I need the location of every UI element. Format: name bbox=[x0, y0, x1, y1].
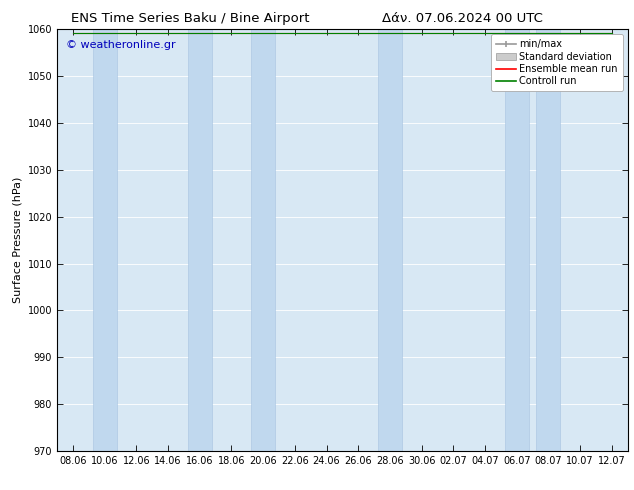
Text: ENS Time Series Baku / Bine Airport: ENS Time Series Baku / Bine Airport bbox=[71, 12, 309, 25]
Bar bbox=[93, 29, 117, 451]
Text: © weatheronline.gr: © weatheronline.gr bbox=[66, 40, 175, 50]
Bar bbox=[536, 29, 560, 451]
Bar bbox=[505, 29, 529, 451]
Bar bbox=[188, 29, 212, 451]
Bar bbox=[378, 29, 402, 451]
Bar bbox=[251, 29, 275, 451]
Y-axis label: Surface Pressure (hPa): Surface Pressure (hPa) bbox=[12, 177, 22, 303]
Text: Δάν. 07.06.2024 00 UTC: Δάν. 07.06.2024 00 UTC bbox=[382, 12, 543, 25]
Legend: min/max, Standard deviation, Ensemble mean run, Controll run: min/max, Standard deviation, Ensemble me… bbox=[491, 34, 623, 91]
